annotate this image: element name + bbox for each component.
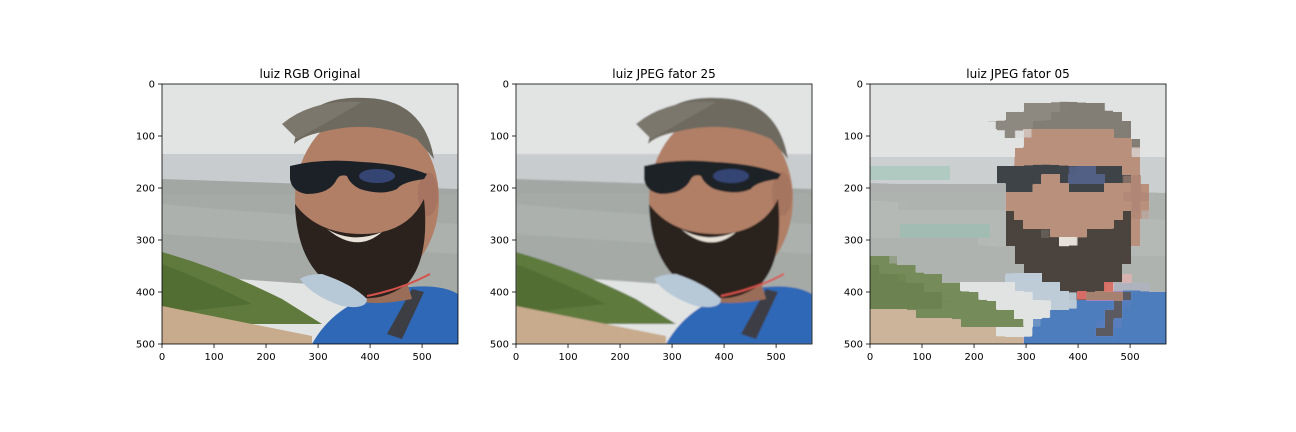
y-tick-label: 300 bbox=[136, 236, 155, 247]
y-tick-label: 0 bbox=[149, 80, 155, 91]
x-tick-label: 200 bbox=[964, 352, 983, 363]
x-tick-label: 0 bbox=[513, 352, 519, 363]
x-tick-label: 100 bbox=[912, 352, 931, 363]
x-tick-label: 300 bbox=[309, 352, 328, 363]
y-tick-label: 400 bbox=[844, 288, 863, 299]
photo-image bbox=[516, 84, 812, 344]
axes-frame bbox=[161, 83, 459, 345]
x-tick-label: 400 bbox=[1069, 352, 1088, 363]
image-panel-2: luiz JPEG fator 25 0 100 200 300 400 500 0 100 20… bbox=[490, 67, 813, 363]
x-tick-label: 100 bbox=[204, 352, 223, 363]
y-tick-label: 200 bbox=[490, 184, 509, 195]
x-tick-label: 400 bbox=[361, 352, 380, 363]
y-tick-label: 500 bbox=[490, 340, 509, 351]
y-tick-label: 300 bbox=[490, 236, 509, 247]
x-tick-label: 300 bbox=[1017, 352, 1036, 363]
panel-title: luiz RGB Original bbox=[259, 67, 360, 81]
y-tick-label: 500 bbox=[136, 340, 155, 351]
photo-image bbox=[870, 84, 1166, 344]
panel-title: luiz JPEG fator 05 bbox=[966, 67, 1070, 81]
y-tick-label: 500 bbox=[844, 340, 863, 351]
image-panel-3: luiz JPEG fator 05 0 100 200 300 400 500 0 100 20… bbox=[844, 67, 1167, 363]
x-tick-label: 100 bbox=[558, 352, 577, 363]
y-tick-label: 200 bbox=[136, 184, 155, 195]
x-tick-label: 200 bbox=[256, 352, 275, 363]
y-tick-label: 400 bbox=[136, 288, 155, 299]
axes-frame bbox=[515, 83, 813, 345]
y-tick-label: 0 bbox=[857, 80, 863, 91]
x-tick-label: 300 bbox=[663, 352, 682, 363]
axes-frame bbox=[869, 83, 1167, 345]
x-tick-label: 500 bbox=[413, 352, 432, 363]
panel-title: luiz JPEG fator 25 bbox=[612, 67, 716, 81]
y-tick-label: 100 bbox=[136, 132, 155, 143]
y-tick-label: 200 bbox=[844, 184, 863, 195]
x-tick-label: 200 bbox=[610, 352, 629, 363]
x-tick-label: 0 bbox=[159, 352, 165, 363]
x-tick-label: 400 bbox=[715, 352, 734, 363]
image-panel-1: luiz RGB Original 0 100 200 300 400 500 0 100 200… bbox=[136, 67, 459, 363]
y-tick-label: 300 bbox=[844, 236, 863, 247]
y-tick-label: 100 bbox=[844, 132, 863, 143]
x-tick-label: 500 bbox=[767, 352, 786, 363]
photo-image bbox=[162, 84, 458, 344]
y-tick-label: 400 bbox=[490, 288, 509, 299]
y-tick-label: 0 bbox=[503, 80, 509, 91]
x-tick-label: 0 bbox=[867, 352, 873, 363]
x-tick-label: 500 bbox=[1121, 352, 1140, 363]
y-tick-label: 100 bbox=[490, 132, 509, 143]
